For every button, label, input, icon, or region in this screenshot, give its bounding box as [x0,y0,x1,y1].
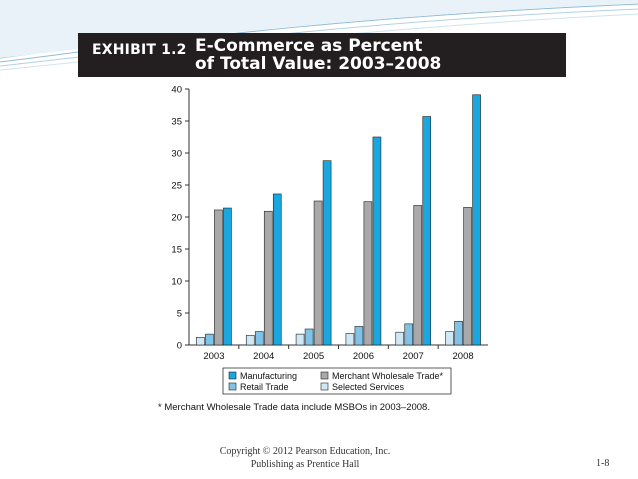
legend [222,367,452,395]
bar [472,94,481,346]
x-tick-label: 2007 [403,351,424,362]
bar [272,193,282,346]
bar [422,116,432,346]
exhibit-header: EXHIBIT 1.2 E-Commerce as Percent of Tot… [78,33,566,77]
x-tick-label: 2005 [303,351,324,362]
x-tick-label: 2004 [253,351,274,362]
legend-swatch [320,382,329,391]
bar [313,200,323,346]
bar [395,331,405,346]
y-tick-label: 20 [171,213,182,224]
chart-title-line2: of Total Value: 2003–2008 [195,54,442,74]
exhibit-label: EXHIBIT 1.2 [92,42,187,58]
y-tick-label: 40 [171,85,182,96]
bar [205,333,214,346]
y-tick-label: 5 [177,309,182,320]
legend-swatch [228,371,237,380]
bar [363,201,373,346]
bar [295,333,305,346]
y-tick-label: 30 [171,149,182,160]
bar [196,337,205,346]
legend-swatch [228,382,237,391]
bar [354,326,364,346]
y-tick-label: 0 [177,341,182,352]
chart-title-line1: E-Commerce as Percent [195,36,423,56]
x-tick-label: 2003 [203,351,224,362]
y-tick-label: 15 [171,245,182,256]
bar [223,207,232,346]
bar-chart: 0 5 10 15 20 25 30 35 40 2003 2004 2005 2006 2007 2008… [171,85,488,395]
exhibit-panel: EXHIBIT 1.2 E-Commerce as Percent of Tot… [78,33,566,424]
bar [445,331,454,346]
bar [413,205,423,346]
bar [372,136,382,346]
chart-title: E-Commerce as Percent of Total Value: 20… [195,37,441,73]
legend-label: Manufacturing [240,371,297,381]
bar [263,210,273,346]
footnote: * Merchant Wholesale Trade data include … [158,402,430,413]
legend-label: Retail Trade [240,382,289,392]
legend-swatch [320,371,329,380]
legend-label: Merchant Wholesale Trade* [332,371,444,381]
bar [345,333,355,346]
x-tick-label: 2006 [353,351,374,362]
bar [245,335,255,346]
copyright: Copyright © 2012 Pearson Education, Inc.… [205,445,405,471]
x-tick-label: 2008 [453,351,474,362]
bar [404,323,414,346]
bar [254,331,264,346]
y-tick-label: 25 [171,181,182,192]
bar [454,321,463,346]
bar [463,207,472,346]
y-tick-label: 35 [171,117,182,128]
bar [304,328,314,346]
copyright-line1: Copyright © 2012 Pearson Education, Inc. [219,446,391,457]
bar [214,209,223,346]
page-number: 1-8 [596,458,610,469]
y-tick-label: 10 [171,277,182,288]
bar [322,160,332,346]
legend-label: Selected Services [332,382,405,392]
copyright-line2: Publishing as Prentice Hall [250,459,360,470]
